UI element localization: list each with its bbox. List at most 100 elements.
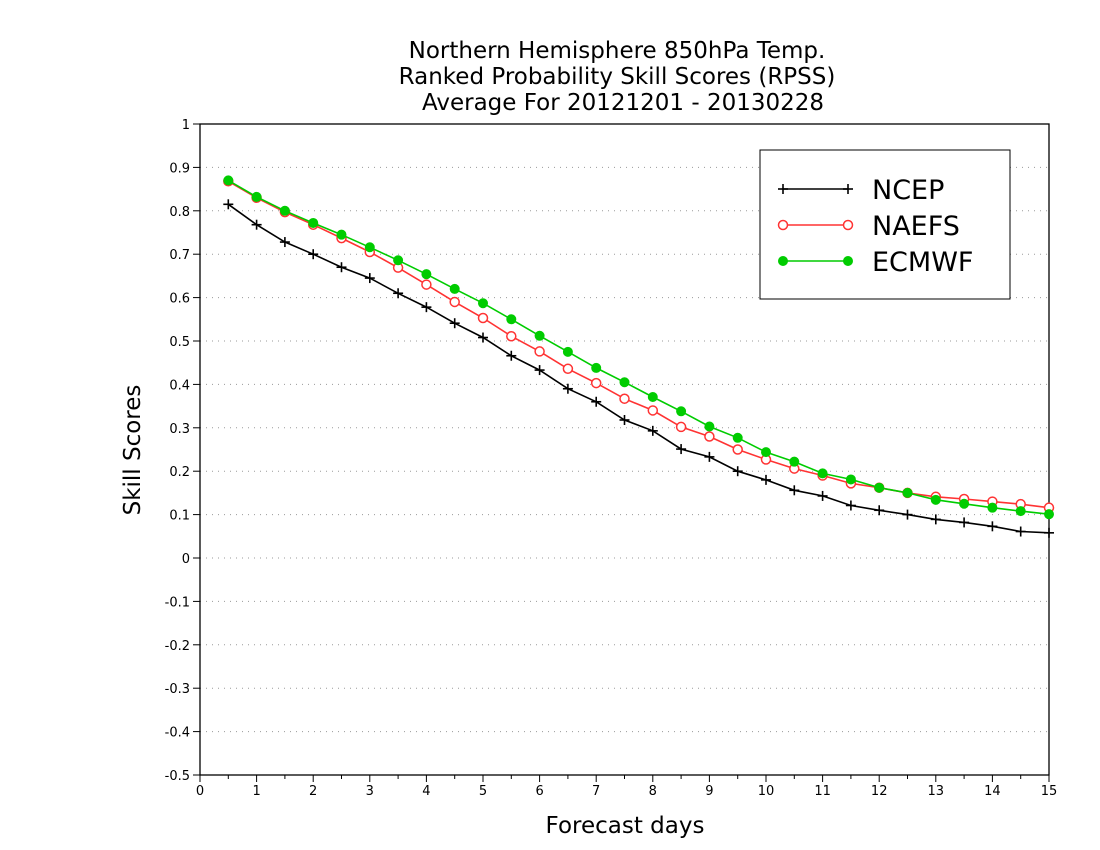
data-point-naefs — [534, 346, 545, 357]
data-point-naefs — [421, 279, 432, 290]
data-point-ncep — [478, 332, 488, 343]
data-point-ecmwf — [817, 468, 828, 479]
series-ecmwf — [223, 175, 1054, 520]
y-tick-label: 0.3 — [169, 422, 190, 437]
legend-marker-ncep — [843, 184, 853, 194]
data-point-naefs — [704, 431, 715, 442]
data-point-ncep — [959, 517, 970, 528]
data-point-ncep — [902, 509, 913, 520]
x-tick-label: 12 — [871, 784, 888, 799]
data-point-ncep — [676, 444, 687, 455]
data-point-ncep — [223, 199, 234, 210]
data-point-ncep — [845, 500, 856, 511]
x-tick-label: 10 — [758, 784, 775, 799]
series-ncep — [223, 199, 1054, 538]
data-point-ncep — [336, 262, 347, 273]
data-point-ncep — [591, 396, 602, 407]
data-point-ncep — [364, 273, 375, 284]
data-point-ecmwf — [308, 217, 319, 228]
data-point-ecmwf — [1015, 506, 1026, 517]
legend-label-naefs: NAEFS — [872, 211, 960, 242]
data-point-ncep — [279, 237, 290, 248]
data-point-ncep — [449, 318, 460, 329]
data-point-naefs — [647, 405, 659, 416]
data-point-ncep — [930, 514, 941, 525]
data-point-ncep — [732, 466, 743, 477]
x-tick-label: 7 — [592, 784, 600, 799]
data-point-ecmwf — [930, 494, 941, 505]
y-tick-label: -0.5 — [165, 769, 190, 784]
data-point-ncep — [789, 485, 800, 496]
y-tick-label: 0.7 — [169, 248, 190, 263]
y-tick-label: 0.8 — [169, 205, 190, 220]
x-ticks: 0 1 2 3 4 5 6 7 8 9 10 11 12 13 14 15 — [196, 775, 1057, 799]
x-axis-title: Forecast days — [546, 813, 705, 839]
y-tick-label: -0.3 — [165, 682, 190, 697]
data-point-naefs — [619, 393, 630, 404]
data-point-naefs — [449, 296, 460, 308]
data-point-ecmwf — [478, 298, 488, 309]
y-tick-label: 0.2 — [169, 465, 190, 480]
x-tick-label: 0 — [196, 784, 204, 799]
y-tick-label: 0.4 — [169, 378, 190, 393]
data-point-naefs — [506, 330, 517, 342]
data-point-naefs — [477, 312, 489, 324]
x-tick-label: 1 — [252, 784, 260, 799]
data-point-naefs — [562, 363, 574, 375]
legend: NCEP NAEFS ECMWF — [759, 149, 1011, 300]
x-tick-label: 13 — [928, 784, 945, 799]
y-tick-label: 0 — [182, 552, 190, 567]
data-point-ncep — [251, 219, 262, 230]
data-point-ecmwf — [223, 175, 234, 186]
y-tick-label: -0.4 — [165, 726, 190, 741]
x-tick-label: 2 — [309, 784, 317, 799]
data-point-ncep — [421, 302, 432, 313]
y-tick-label: -0.2 — [165, 639, 190, 654]
legend-label-ncep: NCEP — [872, 175, 944, 206]
y-tick-label: 0.1 — [169, 509, 190, 524]
data-point-ecmwf — [1044, 509, 1054, 520]
data-point-ncep — [534, 365, 545, 376]
data-point-ecmwf — [562, 346, 573, 357]
legend-marker-ncep — [778, 184, 788, 194]
data-point-naefs — [675, 421, 687, 433]
data-point-naefs — [732, 444, 743, 455]
x-tick-label: 8 — [649, 784, 657, 799]
data-point-ncep — [1044, 527, 1054, 538]
data-point-ecmwf — [789, 456, 800, 467]
legend-label-ecmwf: ECMWF — [872, 247, 973, 278]
data-point-ncep — [874, 505, 885, 516]
x-tick-label: 6 — [535, 784, 543, 799]
legend-marker-naefs — [842, 219, 854, 231]
data-point-ecmwf — [676, 406, 687, 417]
data-point-ncep — [619, 414, 630, 425]
data-point-ncep — [704, 451, 715, 462]
legend-marker-ecmwf — [843, 256, 853, 266]
data-point-ncep — [308, 249, 319, 260]
y-tick-label: 0.9 — [169, 161, 190, 176]
title-line-1: Northern Hemisphere 850hPa Temp. — [409, 38, 826, 64]
series-layer — [223, 175, 1055, 538]
data-point-ncep — [1015, 526, 1026, 537]
data-point-ecmwf — [732, 432, 743, 443]
data-point-ecmwf — [534, 330, 545, 341]
x-tick-label: 11 — [814, 784, 831, 799]
data-point-ecmwf — [591, 362, 602, 373]
x-tick-label: 14 — [984, 784, 1001, 799]
data-point-ncep — [761, 474, 771, 485]
data-point-ncep — [817, 490, 828, 501]
data-point-ncep — [562, 383, 573, 394]
data-point-naefs — [590, 377, 602, 389]
data-point-ecmwf — [987, 502, 998, 513]
data-point-ecmwf — [845, 474, 856, 485]
x-tick-label: 15 — [1041, 784, 1058, 799]
data-point-ecmwf — [449, 283, 460, 294]
y-tick-label: -0.1 — [165, 595, 190, 610]
data-point-ecmwf — [364, 242, 375, 253]
data-point-ecmwf — [959, 498, 970, 509]
x-tick-label: 4 — [422, 784, 430, 799]
y-tick-label: 0.6 — [169, 292, 190, 307]
title-line-2: Ranked Probability Skill Scores (RPSS) — [399, 64, 836, 90]
title-line-3: Average For 20121201 - 20130228 — [422, 90, 824, 116]
